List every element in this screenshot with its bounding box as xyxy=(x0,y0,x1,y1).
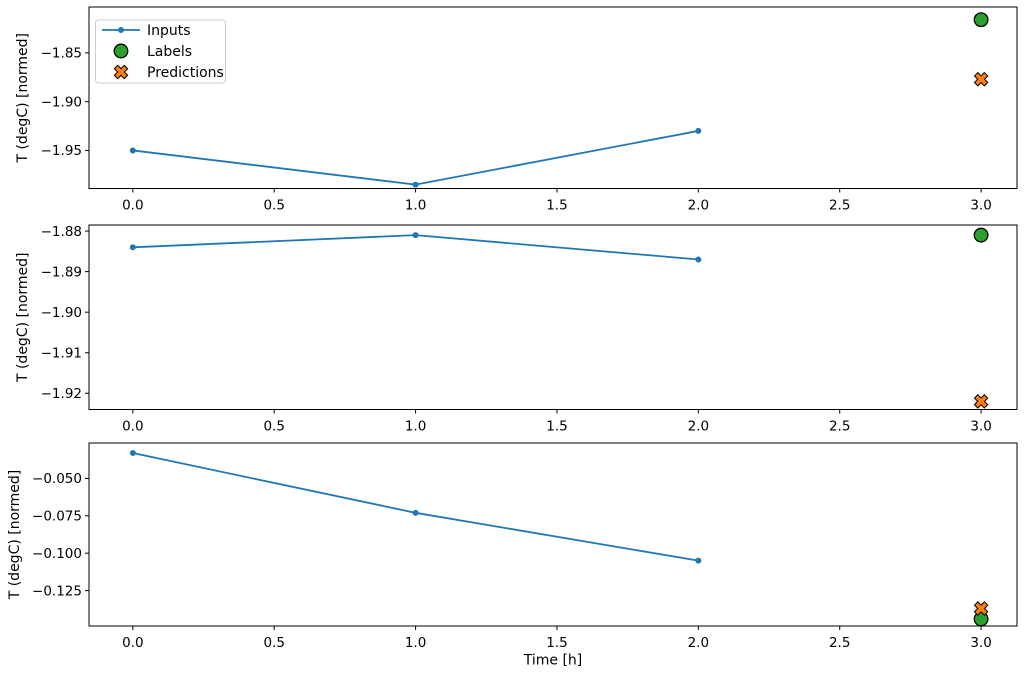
x-tick-label: 3.0 xyxy=(970,198,991,214)
axes-frame xyxy=(88,224,1018,410)
y-tick-label: −1.90 xyxy=(41,305,82,321)
legend-label: Predictions xyxy=(147,65,224,81)
x-tick-label: 2.5 xyxy=(829,419,850,435)
line-point-marker xyxy=(695,557,702,564)
inputs-line xyxy=(132,234,699,261)
subplot-2: 0.0 0.5 1.0 1.5 2.0 2.5 3.0 −0.050 −0.075 −0.100 −… xyxy=(7,442,1018,669)
legend-dot-marker xyxy=(118,27,124,33)
x-tick-label: 0.5 xyxy=(263,635,284,651)
y-tick-label: −1.95 xyxy=(41,143,82,159)
x-tick-label: 2.0 xyxy=(688,635,709,651)
x-tick-label: 1.0 xyxy=(405,419,426,435)
line-point-marker xyxy=(412,509,419,516)
x-tick-label: 2.5 xyxy=(829,635,850,651)
line-point-marker xyxy=(129,450,136,457)
label-circle-marker xyxy=(973,12,989,28)
axes-frame xyxy=(88,6,1018,189)
axis-xlabel: Time [h] xyxy=(523,653,583,669)
line-point-marker xyxy=(695,127,702,134)
y-tick-label: −0.075 xyxy=(32,509,82,525)
y-tick-label: −1.90 xyxy=(41,94,82,110)
x-tick-label: 0.5 xyxy=(263,198,284,214)
y-tick-label: −1.91 xyxy=(41,346,82,362)
line-point-marker xyxy=(412,181,419,188)
x-tick-label: 1.0 xyxy=(405,635,426,651)
prediction-x-marker xyxy=(973,601,989,616)
y-tick-label: −1.92 xyxy=(41,386,82,402)
legend-x-marker xyxy=(113,64,129,80)
x-tick-label: 1.0 xyxy=(405,198,426,214)
legend-label: Inputs xyxy=(147,23,191,39)
y-tick-label: −1.89 xyxy=(41,264,82,280)
x-tick-label: 0.0 xyxy=(122,198,143,214)
x-tick-label: 2.0 xyxy=(688,419,709,435)
prediction-x-marker xyxy=(973,394,989,409)
y-tick-label: −1.88 xyxy=(41,224,82,240)
label-circle-marker xyxy=(973,227,989,243)
axis-ylabel: T (degC) [normed] xyxy=(15,252,31,383)
line-point-marker xyxy=(129,244,136,251)
y-tick-label: −0.125 xyxy=(32,583,82,599)
legend-frame xyxy=(95,19,226,84)
legend: Inputs Labels Predictions xyxy=(95,19,226,84)
axis-ylabel: T (degC) [normed] xyxy=(15,33,31,164)
y-tick-label: −1.85 xyxy=(41,46,82,62)
x-tick-label: 0.5 xyxy=(263,419,284,435)
y-tick-label: −0.100 xyxy=(32,546,82,562)
x-tick-label: 1.5 xyxy=(546,198,567,214)
x-tick-label: 2.0 xyxy=(688,198,709,214)
legend-circle-marker xyxy=(113,43,129,59)
x-tick-label: 1.5 xyxy=(546,419,567,435)
line-point-marker xyxy=(412,232,419,239)
prediction-x-marker xyxy=(973,71,989,87)
axis-ylabel: T (degC) [normed] xyxy=(7,470,23,601)
inputs-line xyxy=(132,130,699,186)
x-tick-label: 1.5 xyxy=(546,635,567,651)
axes-frame xyxy=(88,442,1018,627)
line-point-marker xyxy=(695,256,702,263)
x-tick-label: 2.5 xyxy=(829,198,850,214)
x-tick-label: 3.0 xyxy=(970,419,991,435)
x-tick-label: 0.0 xyxy=(122,419,143,435)
subplot-1: 0.0 0.5 1.0 1.5 2.0 2.5 3.0 −1.88 −1.89 −1.90 −1.9… xyxy=(15,224,1018,435)
legend-label: Labels xyxy=(147,44,192,60)
x-tick-label: 3.0 xyxy=(970,635,991,651)
y-tick-label: −0.050 xyxy=(32,471,82,487)
subplot-0: 0.0 0.5 1.0 1.5 2.0 2.5 3.0 −1.85 −1.90 −1.95 T (d… xyxy=(15,6,1018,214)
inputs-line xyxy=(132,452,699,562)
x-tick-label: 0.0 xyxy=(122,635,143,651)
line-point-marker xyxy=(129,147,136,154)
